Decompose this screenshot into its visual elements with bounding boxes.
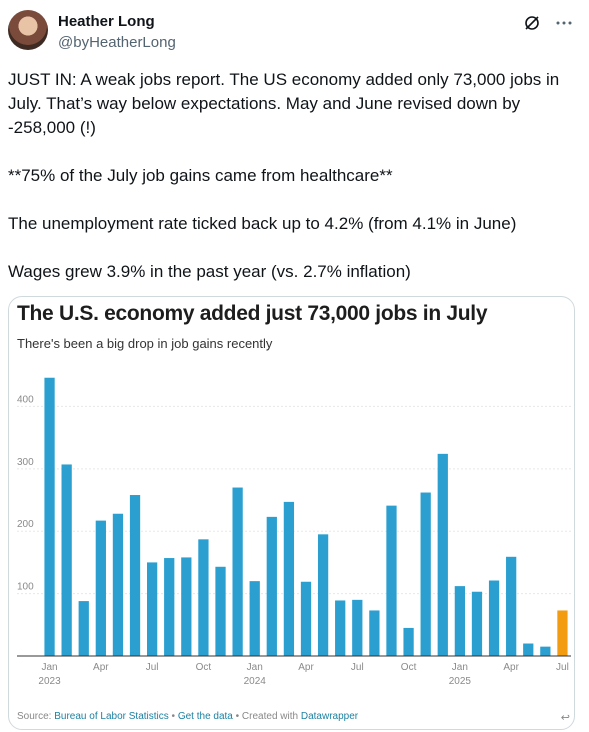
tweet-paragraph: The unemployment rate ticked back up to … (8, 214, 517, 233)
bar (181, 557, 192, 656)
x-tick-year: 2023 (38, 676, 61, 687)
datawrapper-link[interactable]: Datawrapper (300, 711, 359, 722)
x-tick-year: 2025 (449, 676, 472, 687)
chart-subtitle: There's been a big drop in job gains rec… (17, 336, 273, 351)
bar (471, 591, 483, 656)
bar (386, 505, 397, 656)
bar (506, 556, 517, 656)
bar (78, 601, 89, 656)
bar (488, 580, 500, 656)
bar (95, 520, 106, 656)
x-tick-label: Jul (146, 662, 159, 673)
y-tick-label: 100 (17, 582, 34, 593)
bar (283, 501, 295, 656)
chart-title: The U.S. economy added just 73,000 jobs … (17, 302, 488, 325)
bar (215, 566, 226, 656)
x-tick-label: Apr (298, 662, 314, 673)
tweet-paragraph: **75% of the July job gains came from he… (8, 166, 393, 185)
bar (540, 646, 551, 656)
x-tick-label: Oct (196, 662, 212, 673)
created-with-label: • Created with (232, 711, 301, 722)
x-tick-label: Apr (93, 662, 109, 673)
header-actions (523, 14, 573, 32)
bar (44, 377, 55, 656)
author-handle[interactable]: @byHeatherLong (58, 34, 176, 51)
bar (437, 453, 448, 656)
x-tick-label: Jul (556, 662, 569, 673)
bar (147, 562, 158, 656)
x-tick-year: 2024 (244, 676, 267, 687)
x-tick-label: Jan (247, 662, 263, 673)
author-name[interactable]: Heather Long (58, 13, 155, 30)
bar (352, 599, 363, 656)
chart-card[interactable]: 100 200 300 400 Jan 2023 Apr Jul Oct Jan 2024 Apr Ju… (8, 296, 575, 730)
bar (454, 586, 465, 656)
bar (557, 610, 568, 656)
tweet-paragraph: Wages grew 3.9% in the past year (vs. 2.… (8, 262, 411, 281)
avatar[interactable] (8, 10, 48, 50)
bar (266, 516, 277, 656)
bar (112, 513, 124, 656)
bar (335, 600, 346, 656)
grok-icon[interactable] (523, 14, 541, 32)
bar (198, 539, 209, 656)
bar (300, 581, 312, 656)
bar-chart: 100 200 300 400 Jan 2023 Apr Jul Oct Jan 2024 Apr Ju… (17, 377, 571, 687)
bar (523, 643, 534, 656)
bar (232, 487, 243, 656)
bar (129, 495, 141, 656)
bar (369, 610, 380, 656)
y-tick-label: 200 (17, 519, 34, 530)
chart-source: Source: Bureau of Labor Statistics • Get… (17, 711, 358, 722)
source-link[interactable]: Bureau of Labor Statistics (54, 711, 169, 722)
bar (403, 627, 414, 656)
bar (420, 492, 431, 656)
x-tick-label: Jan (41, 662, 57, 673)
tweet-text: JUST IN: A weak jobs report. The US econ… (8, 68, 573, 308)
x-tick-label: Oct (401, 662, 417, 673)
bar (249, 581, 260, 656)
x-tick-label: Apr (503, 662, 519, 673)
reply-icon[interactable]: ↩ (560, 712, 570, 724)
x-tick-label: Jul (351, 662, 364, 673)
x-tick-label: Jan (452, 662, 468, 673)
bar (164, 558, 175, 656)
source-separator: • (168, 711, 178, 722)
source-label: Source: (17, 711, 55, 722)
bar (317, 534, 329, 656)
y-tick-label: 400 (17, 394, 34, 405)
y-tick-label: 300 (17, 457, 34, 468)
bar (61, 464, 72, 656)
more-icon[interactable] (555, 14, 573, 32)
tweet-paragraph: JUST IN: A weak jobs report. The US econ… (8, 70, 560, 137)
get-data-link[interactable]: Get the data (177, 711, 233, 722)
